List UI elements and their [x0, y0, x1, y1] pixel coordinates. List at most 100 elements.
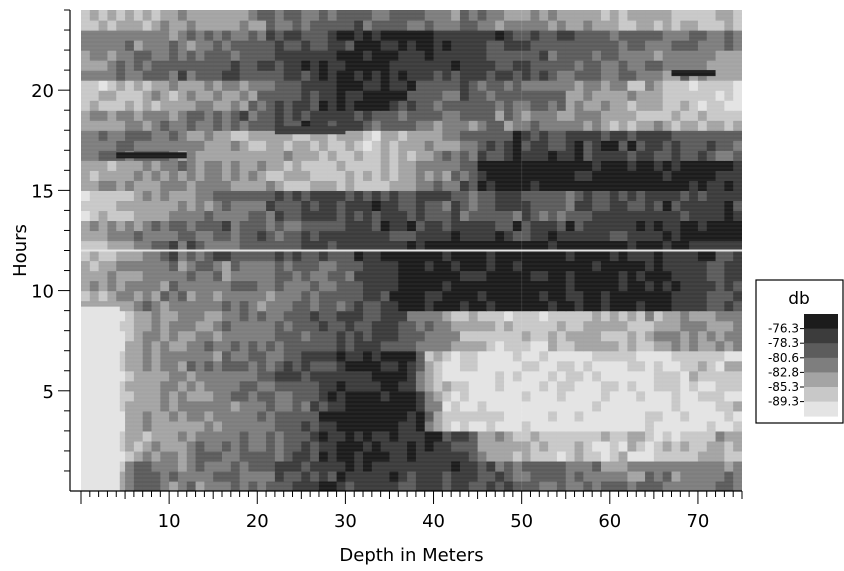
- heatmap-cell: [407, 120, 417, 131]
- heatmap-cell: [636, 460, 646, 472]
- heatmap-cell: [310, 480, 320, 491]
- heatmap-cell: [336, 80, 346, 91]
- heatmap-cell: [486, 60, 496, 71]
- heatmap-cell: [230, 290, 241, 302]
- heatmap-cell: [389, 40, 399, 51]
- heatmap-cell: [186, 270, 197, 282]
- heatmap-cell: [292, 450, 302, 462]
- heatmap-cell: [160, 220, 170, 232]
- heatmap-cell: [407, 260, 417, 272]
- heatmap-cell: [495, 130, 505, 141]
- heatmap-cell: [415, 100, 426, 111]
- heatmap-cell: [574, 120, 584, 131]
- heatmap-cell: [107, 280, 117, 292]
- heatmap-cell: [459, 260, 470, 272]
- heatmap-cell: [222, 470, 232, 482]
- heatmap-cell: [301, 350, 311, 362]
- heatmap-cell: [539, 200, 549, 212]
- heatmap-cell: [125, 310, 135, 322]
- heatmap-cell: [151, 20, 161, 31]
- heatmap-cell: [468, 70, 479, 81]
- heatmap-cell: [592, 250, 602, 262]
- heatmap-cell: [389, 150, 399, 161]
- heatmap-cell: [160, 10, 170, 21]
- heatmap-cell: [477, 100, 488, 111]
- heatmap-cell: [239, 30, 250, 41]
- heatmap-cell: [583, 20, 593, 31]
- heatmap-cell: [389, 130, 399, 141]
- heatmap-cell: [592, 410, 602, 422]
- heatmap-cell: [195, 440, 205, 452]
- heatmap-cell: [301, 230, 311, 242]
- heatmap-cell: [618, 90, 629, 101]
- heatmap-cell: [257, 10, 267, 21]
- heatmap-cell: [539, 420, 549, 432]
- heatmap-cell: [266, 420, 276, 432]
- heatmap-cell: [266, 450, 276, 462]
- heatmap-cell: [583, 440, 593, 452]
- heatmap-cell: [424, 90, 435, 101]
- heatmap-cell: [592, 200, 602, 212]
- heatmap-cell: [495, 340, 505, 352]
- heatmap-cell: [257, 150, 267, 161]
- heatmap-cell: [539, 390, 549, 402]
- heatmap-cell: [363, 160, 373, 171]
- heatmap-cell: [671, 250, 681, 262]
- heatmap-cell: [486, 270, 496, 282]
- heatmap-cell: [398, 250, 408, 262]
- heatmap-cell: [512, 200, 523, 212]
- heatmap-cell: [407, 300, 417, 312]
- heatmap-cell: [504, 310, 514, 322]
- heatmap-cell: [354, 70, 364, 81]
- heatmap-cell: [345, 410, 355, 422]
- heatmap-cell: [186, 150, 197, 161]
- heatmap-cell: [213, 140, 223, 151]
- heatmap-cell: [459, 70, 470, 81]
- heatmap-cell: [116, 220, 126, 232]
- heatmap-cell: [662, 420, 673, 432]
- heatmap-cell: [230, 330, 241, 342]
- heatmap-cell: [160, 450, 170, 462]
- heatmap-cell: [292, 280, 302, 292]
- heatmap-cell: [636, 50, 646, 61]
- heatmap-cell: [424, 70, 435, 81]
- heatmap-cell: [230, 70, 241, 81]
- heatmap-cell: [363, 150, 373, 161]
- heatmap-cell: [574, 90, 584, 101]
- heatmap-cell: [680, 100, 690, 111]
- heatmap-cell: [125, 270, 135, 282]
- heatmap-cell: [565, 280, 576, 292]
- heatmap-cell: [336, 240, 346, 252]
- heatmap-cell: [222, 340, 232, 352]
- heatmap-cell: [733, 80, 742, 91]
- heatmap-cell: [636, 280, 646, 292]
- heatmap-cell: [486, 150, 496, 161]
- heatmap-cell: [354, 80, 364, 91]
- heatmap-cell: [583, 430, 593, 442]
- heatmap-cell: [160, 140, 170, 151]
- heatmap-cell: [609, 20, 620, 31]
- heatmap-cell: [627, 260, 637, 272]
- heatmap-cell: [213, 270, 223, 282]
- heatmap-cell: [521, 340, 532, 352]
- heatmap-cell: [169, 470, 179, 482]
- heatmap-cell: [151, 130, 161, 141]
- heatmap-cell: [495, 120, 505, 131]
- heatmap-cell: [107, 220, 117, 232]
- heatmap-cell: [142, 200, 153, 212]
- heatmap-cell: [645, 370, 655, 382]
- heatmap-cell: [600, 380, 611, 392]
- heatmap-cell: [459, 190, 470, 201]
- heatmap-cell: [451, 60, 461, 71]
- heatmap-cell: [433, 340, 443, 352]
- heatmap-cell: [142, 290, 153, 302]
- colorbar-swatch: [804, 314, 838, 329]
- heatmap-cell: [724, 460, 734, 472]
- heatmap-cell: [310, 160, 320, 171]
- heatmap-cell: [336, 330, 346, 342]
- heatmap-cell: [301, 290, 311, 302]
- colorbar-swatch: [804, 357, 838, 373]
- heatmap-cell: [486, 450, 496, 462]
- heatmap-cell: [336, 230, 346, 242]
- heatmap-cell: [160, 100, 170, 111]
